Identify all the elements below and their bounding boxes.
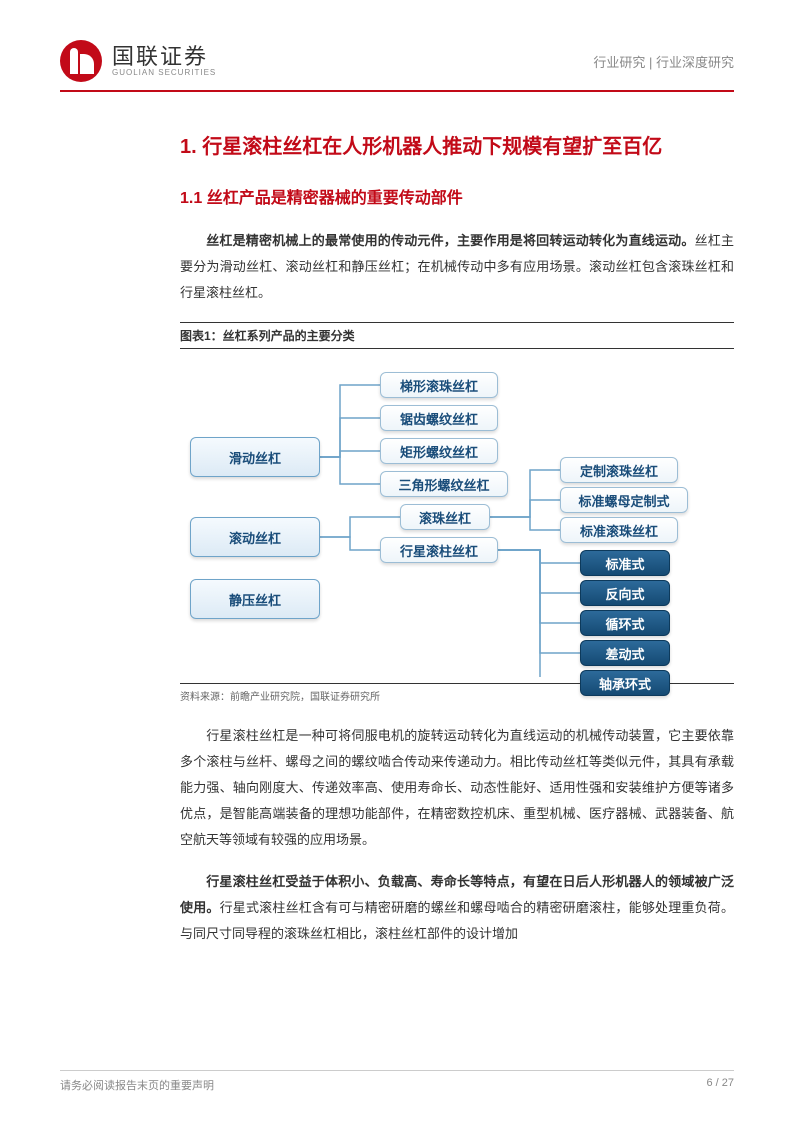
tree-category-0: 滑动丝杠: [190, 437, 320, 477]
page-footer: 请务必阅读报告末页的重要声明 6 / 27: [60, 1070, 734, 1093]
main-content: 1. 行星滚柱丝杠在人形机器人推动下规模有望扩至百亿 1.1 丝杠产品是精密器械…: [60, 92, 734, 947]
paragraph-1: 丝杠是精密机械上的最常使用的传动元件，主要作用是将回转运动转化为直线运动。丝杠主…: [180, 228, 734, 306]
logo-text-en: GUOLIAN SECURITIES: [112, 69, 216, 78]
tree-leaf-dark-3: 差动式: [580, 640, 670, 666]
tree-leaf-light-0: 定制滚珠丝杠: [560, 457, 678, 483]
tree-sub-0: 梯形滚珠丝杠: [380, 372, 498, 398]
tree-sub-2: 矩形螺纹丝杠: [380, 438, 498, 464]
tree-sub-3: 三角形螺纹丝杠: [380, 471, 508, 497]
logo: 国联证券 GUOLIAN SECURITIES: [60, 40, 216, 82]
tree-leaf-dark-2: 循环式: [580, 610, 670, 636]
tree-category-2: 静压丝杠: [190, 579, 320, 619]
tree-sub-5: 行星滚柱丝杠: [380, 537, 498, 563]
section-heading-2: 1.1 丝杠产品是精密器械的重要传动部件: [180, 184, 734, 208]
tree-sub-4: 滚珠丝杠: [400, 504, 490, 530]
tree-sub-1: 锯齿螺纹丝杠: [380, 405, 498, 431]
paragraph-3: 行星滚柱丝杠受益于体积小、负载高、寿命长等特点，有望在日后人形机器人的领域被广泛…: [180, 869, 734, 947]
tree-leaf-dark-4: 轴承环式: [580, 670, 670, 696]
tree-leaf-dark-1: 反向式: [580, 580, 670, 606]
paragraph-2: 行星滚柱丝杠是一种可将伺服电机的旋转运动转化为直线运动的机械传动装置，它主要依靠…: [180, 723, 734, 853]
tree-leaf-dark-0: 标准式: [580, 550, 670, 576]
chart-title: 图表1：丝杠系列产品的主要分类: [180, 322, 734, 349]
section-heading-1: 1. 行星滚柱丝杠在人形机器人推动下规模有望扩至百亿: [180, 132, 734, 162]
page-header: 国联证券 GUOLIAN SECURITIES 行业研究 | 行业深度研究: [60, 40, 734, 92]
classification-tree-chart: 滑动丝杠滚动丝杠静压丝杠 梯形滚珠丝杠锯齿螺纹丝杠矩形螺纹丝杠三角形螺纹丝杠滚珠丝…: [180, 367, 730, 677]
tree-leaf-light-1: 标准螺母定制式: [560, 487, 688, 513]
tree-leaf-light-2: 标准滚珠丝杠: [560, 517, 678, 543]
tree-category-1: 滚动丝杠: [190, 517, 320, 557]
footer-disclaimer: 请务必阅读报告末页的重要声明: [60, 1077, 214, 1093]
company-logo-icon: [60, 40, 102, 82]
breadcrumb: 行业研究 | 行业深度研究: [593, 52, 734, 71]
page-number: 6 / 27: [706, 1077, 734, 1093]
logo-text-cn: 国联证券: [112, 45, 216, 69]
